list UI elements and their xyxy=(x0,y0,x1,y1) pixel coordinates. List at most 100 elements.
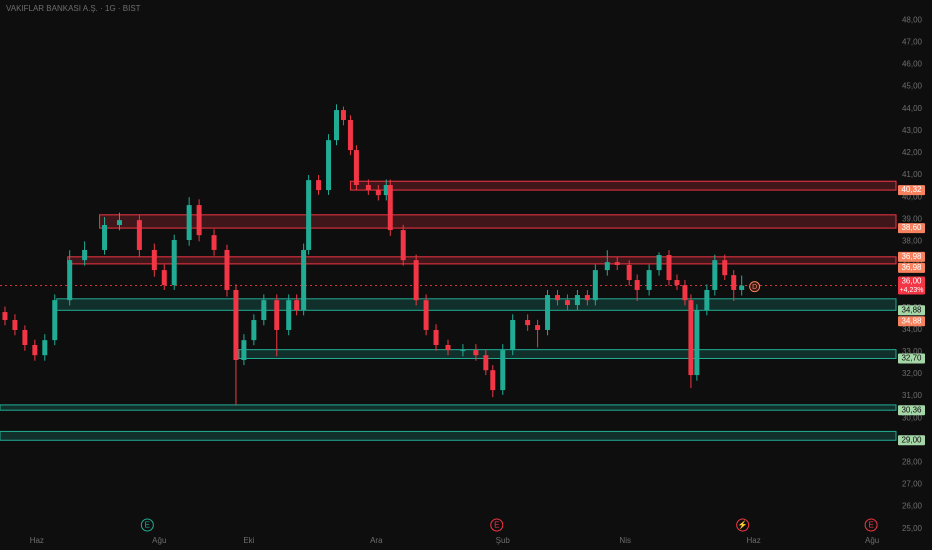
candle-body xyxy=(694,310,700,376)
price-label-box xyxy=(898,276,925,295)
event-label: E xyxy=(868,521,873,530)
candle-body xyxy=(2,312,8,321)
candle-body xyxy=(171,240,177,286)
candle-body xyxy=(564,300,570,306)
price-label-box xyxy=(898,251,925,262)
y-tick-label: 31,00 xyxy=(902,391,923,400)
candle-body xyxy=(151,249,157,271)
candle-body xyxy=(186,205,192,241)
candle-body xyxy=(42,340,48,356)
y-tick-label: 42,00 xyxy=(902,148,923,157)
candle-body xyxy=(525,320,531,326)
candle-body xyxy=(574,295,580,306)
candle-body xyxy=(116,220,122,225)
candle-body xyxy=(383,184,389,196)
price-label: 36,00 xyxy=(901,277,922,286)
y-tick-label: 26,00 xyxy=(902,502,923,511)
candle-body xyxy=(634,280,640,290)
candle-body xyxy=(626,265,632,281)
y-tick-label: 48,00 xyxy=(902,15,923,24)
candle-body xyxy=(584,295,590,301)
candle-body xyxy=(400,230,406,261)
chart-title: VAKIFLAR BANKASI A.Ş. · 1G · BIST xyxy=(6,4,141,13)
candle-body xyxy=(614,262,620,265)
x-tick-label: Haz xyxy=(747,536,761,545)
candle-body xyxy=(510,320,516,351)
candle-body xyxy=(286,300,292,330)
candle-body xyxy=(387,184,393,231)
candle-body xyxy=(423,300,429,330)
y-tick-label: 30,00 xyxy=(902,413,923,422)
price-label: 34,88 xyxy=(901,316,922,325)
candle-body xyxy=(704,289,710,311)
event-badge xyxy=(736,518,750,532)
zone xyxy=(0,404,897,411)
x-tick-label: Ara xyxy=(370,536,383,545)
candle-body xyxy=(333,110,339,141)
zone xyxy=(349,180,897,191)
price-label-box xyxy=(898,223,925,234)
price-label-box xyxy=(898,262,925,273)
candle-body xyxy=(473,350,479,356)
price-label-box xyxy=(898,435,925,446)
candle-body xyxy=(545,295,551,330)
price-label: 38,60 xyxy=(901,223,922,232)
zone xyxy=(99,214,897,229)
event-badge xyxy=(490,518,504,532)
x-tick-label: Şub xyxy=(496,536,511,545)
candle-body xyxy=(261,300,267,321)
candle-body xyxy=(67,260,73,301)
price-label: 36,98 xyxy=(901,263,922,272)
candle-body xyxy=(722,260,728,276)
candle-body xyxy=(22,329,28,346)
x-tick-label: Eki xyxy=(243,536,254,545)
x-tick-label: Haz xyxy=(30,536,44,545)
y-tick-label: 46,00 xyxy=(902,60,923,69)
y-tick-label: 44,00 xyxy=(902,104,923,113)
candle-body xyxy=(646,270,652,290)
price-label-box xyxy=(898,305,925,316)
candle-body xyxy=(353,150,359,185)
candle-body xyxy=(688,300,694,376)
x-tick-label: Ağu xyxy=(865,536,879,545)
candle-body xyxy=(365,184,371,191)
candle-body xyxy=(433,329,439,346)
candle-body xyxy=(211,235,217,250)
y-tick-label: 38,00 xyxy=(902,236,923,245)
zone xyxy=(56,298,897,311)
y-tick-label: 34,00 xyxy=(902,325,923,334)
price-label-box xyxy=(898,405,925,416)
candle-body xyxy=(306,180,312,250)
zone xyxy=(67,256,897,265)
price-label: 30,36 xyxy=(901,405,922,414)
dividend-marker xyxy=(749,281,761,293)
candle-body xyxy=(674,280,680,286)
dividend-label: D xyxy=(752,284,757,291)
candle-body xyxy=(375,190,381,196)
y-tick-label: 32,00 xyxy=(902,369,923,378)
candle-body xyxy=(490,370,496,391)
candle-body xyxy=(233,289,239,361)
y-tick-label: 43,00 xyxy=(902,126,923,135)
candle-body xyxy=(555,295,561,301)
y-tick-label: 25,00 xyxy=(902,524,923,533)
candle-body xyxy=(340,110,346,121)
price-label-change: +4,23% xyxy=(900,287,924,294)
candle-body xyxy=(731,275,737,290)
y-tick-label: 27,00 xyxy=(902,480,923,489)
candle-body xyxy=(656,255,662,271)
candle-body xyxy=(102,224,108,250)
y-tick-label: 41,00 xyxy=(902,170,923,179)
x-tick-label: Ağu xyxy=(152,536,166,545)
candle-body xyxy=(316,180,322,191)
candle-body xyxy=(241,340,247,361)
zone xyxy=(0,430,897,441)
candle-body xyxy=(274,300,280,330)
price-label: 36,98 xyxy=(901,252,922,261)
candle-body xyxy=(301,249,307,311)
event-label: E xyxy=(145,521,150,530)
event-label: E xyxy=(494,521,499,530)
event-badge xyxy=(140,518,154,532)
candle-body xyxy=(294,300,300,311)
